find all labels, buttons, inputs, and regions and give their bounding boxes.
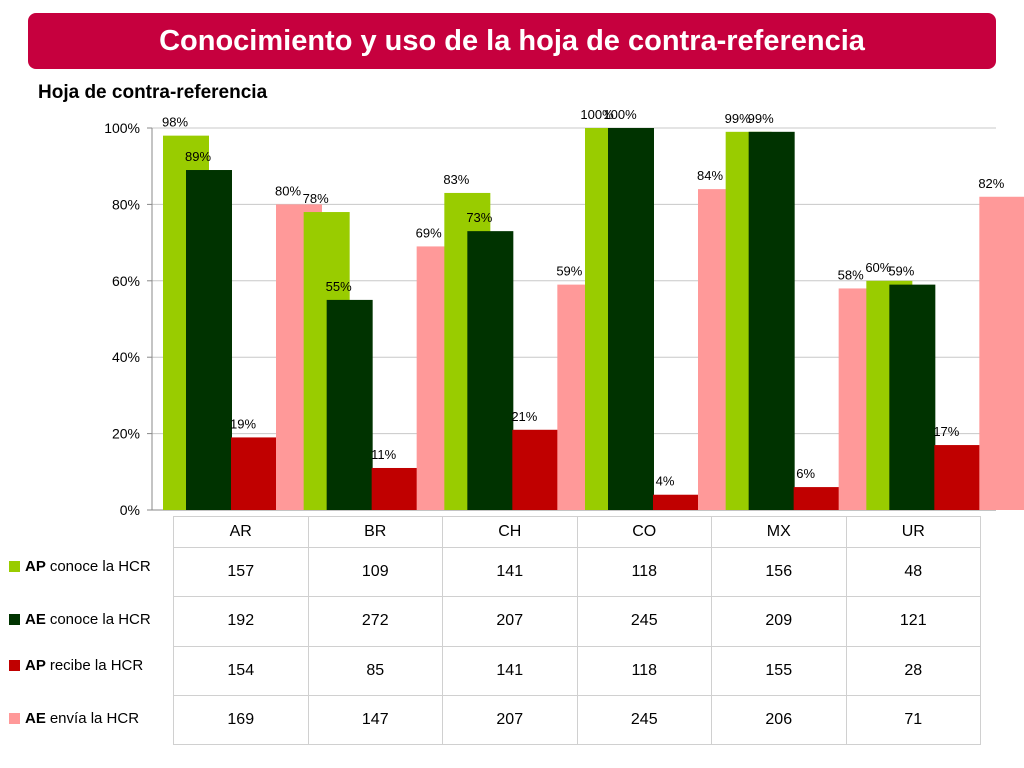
table-cell: 206 bbox=[711, 694, 847, 746]
table-cell: 118 bbox=[576, 546, 712, 598]
title-banner: Conocimiento y uso de la hoja de contra-… bbox=[28, 13, 996, 69]
page-title: Conocimiento y uso de la hoja de contra-… bbox=[159, 24, 865, 57]
table-cell: 245 bbox=[576, 694, 712, 746]
data-label: 100% bbox=[580, 107, 614, 122]
y-tick-label: 40% bbox=[112, 349, 140, 365]
data-label: 17% bbox=[933, 424, 959, 439]
bar bbox=[512, 429, 559, 510]
data-label: 73% bbox=[466, 210, 492, 225]
y-tick-label: 100% bbox=[104, 120, 140, 136]
data-label: 69% bbox=[416, 225, 442, 240]
legend-item: AP conoce la HCR bbox=[9, 556, 151, 576]
data-label: 83% bbox=[443, 172, 469, 187]
bar bbox=[889, 284, 936, 510]
legend-label: recibe la HCR bbox=[49, 656, 144, 674]
table-cell: 207 bbox=[442, 694, 578, 746]
data-label: 59% bbox=[556, 264, 582, 279]
data-label: 58% bbox=[838, 267, 864, 282]
table-cell: 209 bbox=[711, 596, 847, 647]
table-cell: 118 bbox=[576, 645, 712, 696]
data-label: 60% bbox=[865, 260, 891, 275]
data-label: 19% bbox=[230, 416, 256, 431]
data-table: AR BR CH CO MX UR 157 109 141 118 156 48… bbox=[173, 516, 981, 746]
y-tick-label: 0% bbox=[120, 502, 140, 518]
data-label: 59% bbox=[888, 264, 914, 279]
bar bbox=[653, 494, 699, 510]
data-label: 55% bbox=[326, 279, 352, 294]
table-header-cell: CH bbox=[442, 516, 578, 548]
table-cell: 156 bbox=[711, 546, 847, 598]
bar bbox=[231, 437, 277, 510]
table-row: 157 109 141 118 156 48 bbox=[173, 546, 981, 598]
legend-label: envía la HCR bbox=[49, 709, 140, 727]
legend-item: AE conoce la HCR bbox=[9, 609, 151, 629]
table-cell: 192 bbox=[173, 596, 309, 647]
table-header-cell: UR bbox=[845, 516, 981, 548]
table-cell: 272 bbox=[307, 596, 443, 647]
bar bbox=[371, 467, 418, 510]
legend-prefix: AP bbox=[25, 656, 46, 674]
bar bbox=[934, 445, 981, 510]
bar bbox=[326, 299, 373, 510]
data-label: 99% bbox=[748, 111, 774, 126]
legend-label: conoce la HCR bbox=[49, 557, 151, 575]
table-cell: 157 bbox=[173, 546, 309, 598]
bar-chart: 0%20%40%60%80%100% 98%89%19%80%78%55%11%6… bbox=[104, 107, 1024, 518]
data-label: 82% bbox=[978, 176, 1004, 191]
legend-prefix: AP bbox=[25, 557, 46, 575]
y-tick-label: 60% bbox=[112, 273, 140, 289]
table-cell: 155 bbox=[711, 645, 847, 696]
data-label: 100% bbox=[603, 107, 637, 122]
bar bbox=[748, 131, 795, 510]
table-header-cell: AR bbox=[173, 516, 309, 548]
table-row: 154 85 141 118 155 28 bbox=[173, 645, 981, 696]
data-label: 4% bbox=[656, 474, 675, 489]
legend-swatch bbox=[9, 659, 20, 671]
table-header-cell: MX bbox=[711, 516, 847, 548]
table-cell: 169 bbox=[173, 694, 309, 746]
legend-swatch bbox=[9, 613, 20, 625]
table-header-cell: BR bbox=[307, 516, 443, 548]
legend-swatch bbox=[9, 560, 20, 572]
data-label: 80% bbox=[275, 183, 301, 198]
legend-label: conoce la HCR bbox=[49, 610, 151, 628]
y-tick-label: 80% bbox=[112, 196, 140, 212]
table-cell: 245 bbox=[576, 596, 712, 647]
table-row: 192 272 207 245 209 121 bbox=[173, 596, 981, 647]
table-header-cell: CO bbox=[576, 516, 712, 548]
bar bbox=[793, 487, 840, 510]
data-label: 84% bbox=[697, 168, 723, 183]
data-label: 78% bbox=[303, 191, 329, 206]
legend-item: AE envía la HCR bbox=[9, 708, 139, 728]
data-label: 98% bbox=[162, 115, 188, 130]
bar bbox=[608, 128, 654, 510]
table-cell: 28 bbox=[845, 645, 981, 696]
bar bbox=[467, 231, 514, 510]
bar bbox=[979, 196, 1024, 510]
table-cell: 121 bbox=[845, 596, 981, 647]
data-label: 11% bbox=[371, 447, 396, 462]
data-label: 6% bbox=[796, 466, 815, 481]
table-cell: 48 bbox=[845, 546, 981, 598]
bar bbox=[186, 170, 232, 510]
legend-swatch bbox=[9, 712, 20, 724]
chart-title: Hoja de contra-referencia bbox=[38, 82, 268, 103]
data-label: 21% bbox=[511, 409, 537, 424]
table-cell: 147 bbox=[307, 694, 443, 746]
data-label: 89% bbox=[185, 149, 211, 164]
legend-prefix: AE bbox=[25, 610, 46, 628]
table-header-row: AR BR CH CO MX UR bbox=[173, 516, 981, 548]
legend-item: AP recibe la HCR bbox=[9, 655, 143, 675]
table-cell: 141 bbox=[442, 645, 578, 696]
table-cell: 109 bbox=[307, 546, 443, 598]
legend-prefix: AE bbox=[25, 709, 46, 727]
table-cell: 207 bbox=[442, 596, 578, 647]
table-cell: 154 bbox=[173, 645, 309, 696]
y-tick-label: 20% bbox=[112, 426, 140, 442]
table-cell: 141 bbox=[442, 546, 578, 598]
table-row: 169 147 207 245 206 71 bbox=[173, 694, 981, 746]
data-label: 99% bbox=[725, 111, 751, 126]
table-cell: 85 bbox=[307, 645, 443, 696]
table-cell: 71 bbox=[845, 694, 981, 746]
